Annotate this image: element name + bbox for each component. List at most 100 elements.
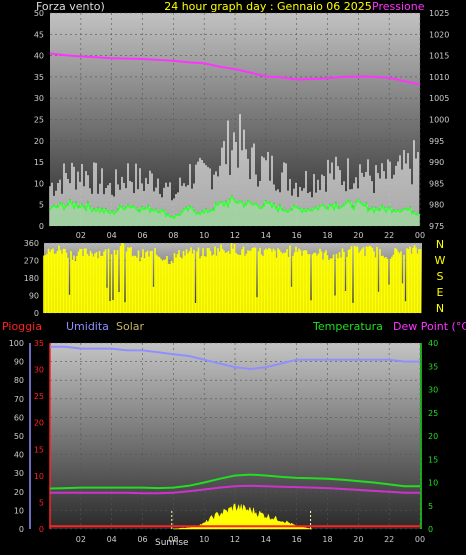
humidity-tick-label: 80: [14, 376, 24, 385]
temperature-tick-label: 30: [428, 386, 438, 395]
pressure-tick-label: 995: [429, 137, 444, 146]
rain-tick-label: 25: [34, 392, 44, 401]
compass-west: W: [435, 254, 446, 267]
humidity-axis-title: Umidita: [66, 320, 109, 333]
x-tick-label: 08: [168, 535, 178, 544]
rain-axis-title: Pioggia: [2, 320, 42, 333]
wind-tick-label: 30: [34, 94, 44, 103]
x-tick-label: 20: [353, 231, 363, 240]
humidity-tick-label: 10: [14, 506, 24, 515]
x-tick-label: 00: [415, 535, 425, 544]
wind-tick-label: 25: [34, 116, 44, 125]
x-tick-label: 12: [230, 535, 240, 544]
x-tick-label: 14: [261, 231, 271, 240]
direction-axis-ticks: 0 90 180 270 360: [24, 239, 39, 318]
temperature-tick-label: 40: [428, 339, 438, 348]
humidity-line: [50, 345, 420, 371]
x-tick-label: 18: [322, 231, 332, 240]
chart-title: 24 hour graph day : Gennaio 06 2025: [164, 0, 372, 13]
humidity-tick-label: 0: [19, 525, 24, 534]
direction-tick-label: 0: [34, 309, 39, 318]
rain-tick-label: 5: [39, 498, 44, 507]
wind-average-area: [50, 196, 420, 226]
pressure-tick-label: 1015: [429, 52, 449, 61]
wind-tick-label: 40: [34, 52, 44, 61]
x-tick-label: 06: [137, 231, 147, 240]
x-tick-label: 18: [322, 535, 332, 544]
temperature-line: [49, 473, 420, 490]
wind-average-line: [49, 195, 421, 220]
pressure-axis-title: Pressione: [372, 0, 425, 13]
direction-tick-label: 360: [24, 239, 39, 248]
rain-tick-label: 0: [39, 525, 44, 534]
dewpoint-axis-title: Dew Point (°C): [393, 320, 466, 333]
wind-tick-label: 10: [34, 179, 44, 188]
humidity-tick-label: 30: [14, 469, 24, 478]
wind-tick-label: 15: [34, 158, 44, 167]
x-tick-label: 10: [199, 535, 209, 544]
x-tick-label: 04: [107, 231, 117, 240]
pressure-tick-label: 990: [429, 158, 444, 167]
temperature-tick-label: 25: [428, 409, 438, 418]
x-tick-label: 16: [292, 231, 302, 240]
rain-tick-label: 15: [34, 445, 44, 454]
humidity-tick-label: 100: [9, 339, 24, 348]
temperature-axis-title: Temperatura: [312, 320, 383, 333]
x-tick-label: 12: [230, 231, 240, 240]
rain-tick-label: 35: [34, 339, 44, 348]
x-tick-label: 04: [107, 535, 117, 544]
humidity-tick-label: 70: [14, 395, 24, 404]
temperature-tick-label: 15: [428, 455, 438, 464]
pressure-tick-label: 985: [429, 179, 444, 188]
pressure-tick-label: 1025: [429, 9, 449, 18]
temp-axis-ticks: 0102030405060708090100051015202530350510…: [9, 339, 438, 544]
pressure-tick-label: 1005: [429, 94, 449, 103]
pressure-tick-label: 975: [429, 222, 444, 231]
compass-north-top: N: [436, 238, 444, 251]
x-tick-label: 00: [415, 231, 425, 240]
humidity-tick-label: 60: [14, 413, 24, 422]
compass-south: S: [437, 270, 444, 283]
humidity-tick-label: 90: [14, 358, 24, 367]
x-tick-label: 20: [353, 535, 363, 544]
compass-north-bottom: N: [436, 302, 444, 315]
pressure-line: [49, 52, 421, 86]
x-tick-label: 14: [261, 535, 271, 544]
pressure-tick-label: 1000: [429, 116, 449, 125]
humidity-tick-label: 50: [14, 432, 24, 441]
temperature-tick-label: 35: [428, 362, 438, 371]
direction-tick-label: 180: [24, 274, 39, 283]
compass-labels: N W S E N: [435, 238, 446, 315]
temperature-tick-label: 5: [428, 502, 433, 511]
x-tick-label: 16: [292, 535, 302, 544]
x-tick-label: 10: [199, 231, 209, 240]
dewpoint-line: [50, 484, 420, 495]
humidity-tick-label: 40: [14, 451, 24, 460]
x-tick-label: 22: [384, 535, 394, 544]
direction-tick-label: 270: [24, 257, 39, 266]
wind-tick-label: 0: [39, 222, 44, 231]
temperature-tick-label: 0: [428, 525, 433, 534]
direction-tick-label: 90: [29, 292, 39, 301]
wind-grid: [50, 12, 421, 227]
rain-tick-label: 20: [34, 419, 44, 428]
pressure-tick-label: 1020: [429, 30, 449, 39]
wind-tick-label: 20: [34, 137, 44, 146]
wind-tick-label: 5: [39, 201, 44, 210]
x-tick-label: 22: [384, 231, 394, 240]
compass-east: E: [437, 286, 444, 299]
wind-tick-label: 35: [34, 73, 44, 82]
wind-axis-title: Forza vento): [36, 0, 105, 13]
rain-tick-label: 10: [34, 472, 44, 481]
wind-average-series: [49, 195, 421, 226]
pressure-tick-label: 980: [429, 201, 444, 210]
sunrise-label: Sunrise: [155, 538, 189, 548]
x-tick-label: 02: [76, 535, 86, 544]
pressure-tick-label: 1010: [429, 73, 449, 82]
rain-tick-label: 30: [34, 366, 44, 375]
solar-title: Solar: [116, 320, 145, 333]
wind-tick-label: 50: [34, 9, 44, 18]
humidity-tick-label: 20: [14, 488, 24, 497]
wind-axis-ticks: 0510152025303540455097598098599099510001…: [34, 9, 450, 240]
